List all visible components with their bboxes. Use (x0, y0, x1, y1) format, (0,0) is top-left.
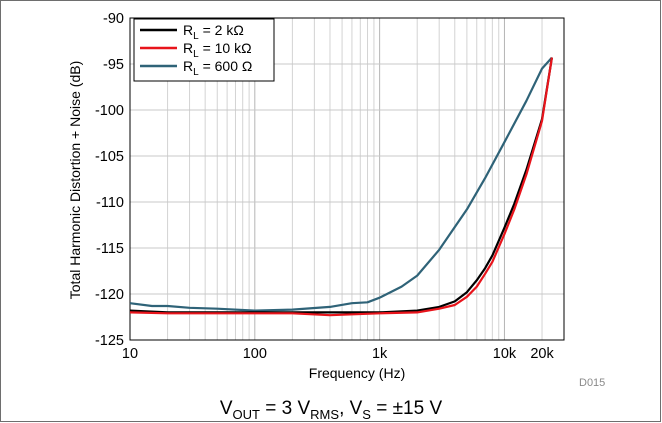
y-tick-label: -105 (95, 149, 124, 165)
legend-entry: RL = 600 Ω (183, 58, 252, 78)
y-tick-label: -90 (103, 11, 124, 27)
y-tick-label: -110 (96, 195, 124, 211)
y-axis-title: Total Harmonic Distortion + Noise (dB) (67, 61, 83, 299)
legend-entry: RL = 10 kΩ (183, 40, 252, 60)
x-tick-label: 10 (122, 346, 138, 362)
y-tick-label: -95 (103, 57, 124, 73)
series-line (129, 57, 553, 314)
y-tick-label: -125 (95, 333, 124, 349)
y-tick-label: -120 (95, 287, 124, 303)
series-line (129, 57, 553, 317)
thd-noise-chart: -90-95-100-105-110-115-120-125 10 100 1k 10… (67, 11, 605, 389)
y-tick-label: -115 (96, 241, 124, 257)
y-tick-labels: -90 -95 -100 -105 -110 -115 -120 -125 (95, 11, 124, 349)
x-tick-label: 1k (372, 346, 388, 362)
x-tick-labels: 10 100 1k 10k 20k (122, 346, 555, 362)
plot-area (129, 17, 565, 341)
x-axis-title: Frequency (Hz) (309, 365, 405, 381)
x-tick-label: 10k (493, 346, 517, 362)
x-tick-label: 100 (243, 346, 267, 362)
legend-entry: RL = 2 kΩ (183, 22, 244, 42)
caption: VOUT = 3 VRMS, VS = ±15 V (219, 398, 443, 422)
series-line (129, 56, 553, 312)
y-tick-label: -100 (95, 103, 124, 119)
x-tick-label: 20k (530, 346, 554, 362)
figure-code: D015 (579, 377, 605, 389)
series-lines (129, 56, 553, 317)
